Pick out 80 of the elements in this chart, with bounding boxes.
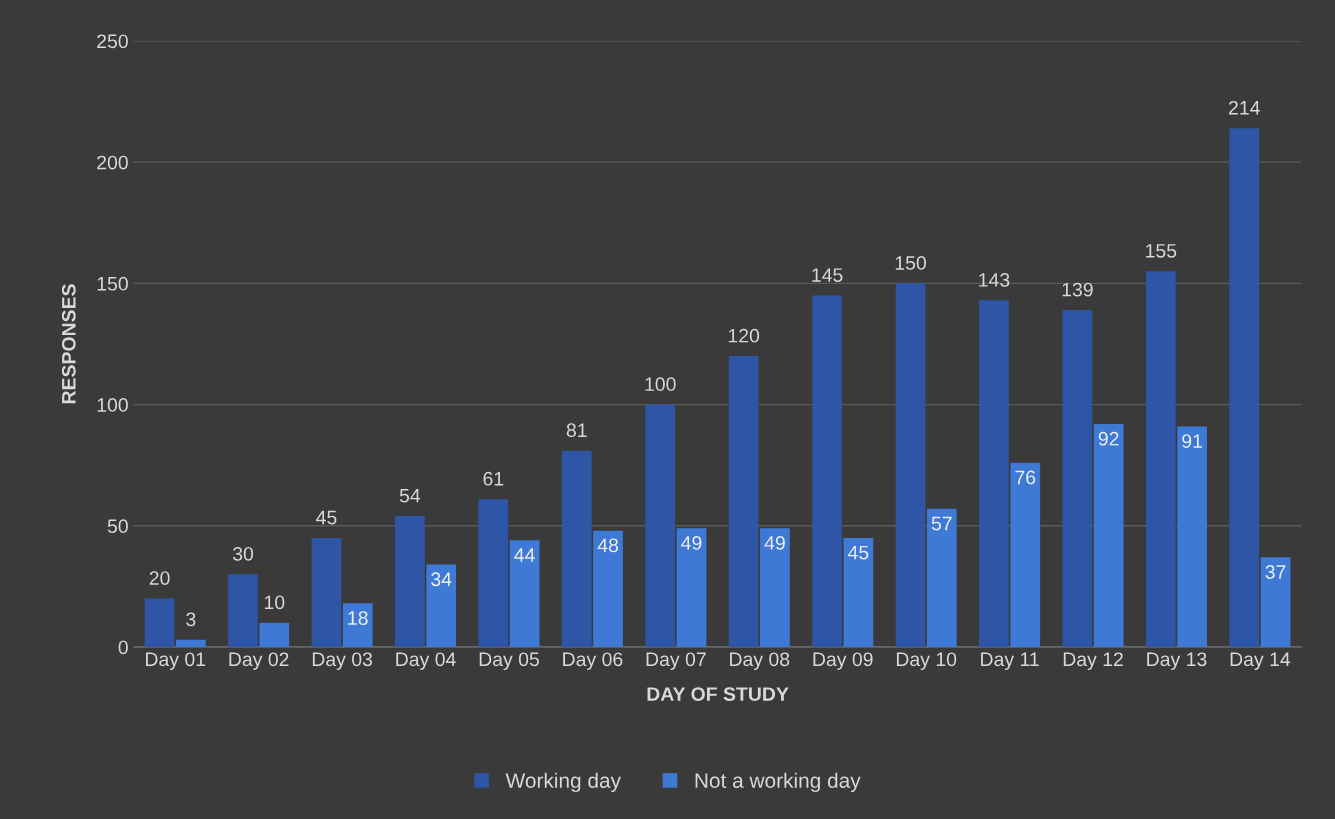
bar — [979, 300, 1009, 648]
bar — [593, 530, 623, 648]
bar — [395, 516, 425, 648]
x-tick-label: Day 05 — [479, 652, 539, 670]
data-label: 34 — [431, 572, 452, 587]
bar — [728, 356, 759, 648]
data-label: 214 — [1229, 100, 1260, 115]
bar — [1062, 310, 1093, 648]
data-label: 57 — [931, 516, 952, 531]
bar — [676, 528, 707, 648]
data-label: 61 — [483, 471, 504, 486]
data-label: 100 — [645, 377, 676, 392]
data-label: 30 — [232, 546, 254, 561]
x-tick-label: Day 08 — [730, 652, 790, 670]
data-label: 54 — [399, 488, 421, 503]
bar — [144, 598, 175, 648]
bar — [926, 508, 957, 648]
bar — [1145, 271, 1176, 648]
y-tick-label: 100 — [97, 398, 128, 412]
bar — [1229, 128, 1260, 648]
data-label: 155 — [1146, 244, 1177, 258]
bar — [228, 574, 258, 648]
x-tick-label: Day 03 — [312, 652, 373, 670]
data-label: 20 — [149, 571, 170, 585]
y-tick-label: 50 — [107, 519, 128, 534]
data-label: 44 — [514, 548, 535, 562]
bar — [478, 499, 509, 648]
y-tick-label: 0 — [118, 640, 128, 655]
x-tick-label: Day 02 — [229, 652, 289, 670]
bar — [259, 622, 290, 648]
bar — [509, 540, 540, 648]
bar — [895, 283, 926, 648]
bar — [1260, 557, 1291, 648]
y-tick-label: 250 — [97, 34, 128, 49]
legend-label: Working day — [505, 772, 621, 793]
bar — [760, 528, 790, 648]
bar — [645, 404, 676, 648]
bar — [426, 564, 457, 648]
bar — [1177, 426, 1207, 648]
x-tick-label: Day 11 — [981, 652, 1039, 670]
data-label: 48 — [597, 538, 619, 553]
bar — [1010, 462, 1041, 648]
data-label: 3 — [186, 612, 196, 627]
x-tick-label: Day 01 — [146, 652, 206, 670]
x-tick-label: Day 07 — [646, 652, 706, 670]
x-tick-label: Day 10 — [896, 652, 957, 670]
x-tick-label: Day 09 — [813, 652, 873, 670]
data-label: 49 — [681, 536, 702, 550]
bar — [843, 537, 874, 648]
bar — [812, 295, 842, 648]
legend-label: Not a working day — [695, 772, 861, 793]
data-label: 139 — [1062, 282, 1093, 297]
y-axis-title: RESPONSES — [61, 284, 76, 404]
data-label: 91 — [1182, 434, 1202, 448]
bar — [1093, 423, 1124, 648]
data-label: 18 — [348, 611, 368, 625]
data-label: 45 — [316, 510, 337, 525]
data-label: 120 — [728, 328, 760, 343]
data-label: 143 — [979, 273, 1010, 287]
x-tick-label: Day 04 — [396, 652, 456, 670]
x-tick-label: Day 12 — [1063, 652, 1123, 670]
data-label: 37 — [1265, 565, 1286, 579]
data-label: 150 — [895, 256, 926, 270]
bar — [561, 450, 592, 648]
x-tick-label: Day 14 — [1230, 652, 1291, 670]
x-tick-label: Day 13 — [1147, 652, 1207, 670]
x-axis-title: DAY OF STUDY — [647, 687, 789, 701]
data-label: 49 — [764, 536, 785, 550]
data-label: 45 — [848, 545, 869, 560]
data-label: 145 — [812, 268, 843, 282]
data-label: 92 — [1098, 431, 1119, 446]
data-label: 81 — [566, 423, 587, 438]
bar — [176, 639, 206, 648]
bar — [342, 603, 373, 648]
x-tick-label: Day 06 — [563, 652, 623, 670]
bar — [311, 537, 342, 648]
y-tick-label: 200 — [97, 155, 128, 170]
data-label: 76 — [1015, 470, 1036, 485]
y-tick-label: 150 — [97, 276, 128, 291]
data-label: 10 — [264, 595, 285, 610]
